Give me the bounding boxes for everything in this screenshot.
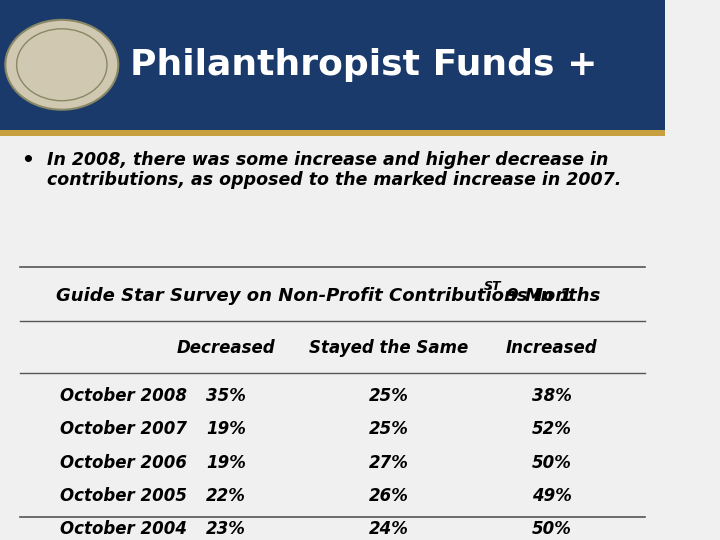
Text: Increased: Increased: [505, 340, 598, 357]
Text: Philanthropist Funds +: Philanthropist Funds +: [130, 48, 597, 82]
Text: 26%: 26%: [369, 487, 409, 505]
Text: October 2007: October 2007: [60, 420, 186, 438]
Text: 9 Months: 9 Months: [500, 287, 600, 305]
Text: 25%: 25%: [369, 420, 409, 438]
Text: October 2006: October 2006: [60, 454, 186, 471]
Text: Decreased: Decreased: [176, 340, 275, 357]
Text: October 2004: October 2004: [60, 520, 186, 538]
Text: 52%: 52%: [531, 420, 572, 438]
Text: In 2008, there was some increase and higher decrease in contributions, as oppose: In 2008, there was some increase and hig…: [47, 151, 621, 190]
Text: ST: ST: [484, 280, 501, 293]
Text: 22%: 22%: [206, 487, 246, 505]
Text: 50%: 50%: [531, 520, 572, 538]
Text: 19%: 19%: [206, 420, 246, 438]
FancyBboxPatch shape: [0, 130, 665, 136]
Text: 35%: 35%: [206, 387, 246, 405]
Text: 23%: 23%: [206, 520, 246, 538]
Text: Stayed the Same: Stayed the Same: [309, 340, 469, 357]
Text: 25%: 25%: [369, 387, 409, 405]
Text: 24%: 24%: [369, 520, 409, 538]
Text: 49%: 49%: [531, 487, 572, 505]
Text: 50%: 50%: [531, 454, 572, 471]
Text: 38%: 38%: [531, 387, 572, 405]
Text: •: •: [22, 151, 34, 170]
Text: 27%: 27%: [369, 454, 409, 471]
Text: October 2005: October 2005: [60, 487, 186, 505]
Text: October 2008: October 2008: [60, 387, 186, 405]
Circle shape: [5, 20, 118, 110]
Text: Guide Star Survey on Non-Profit Contributions In 1: Guide Star Survey on Non-Profit Contribu…: [56, 287, 572, 305]
FancyBboxPatch shape: [0, 0, 665, 130]
Text: 19%: 19%: [206, 454, 246, 471]
